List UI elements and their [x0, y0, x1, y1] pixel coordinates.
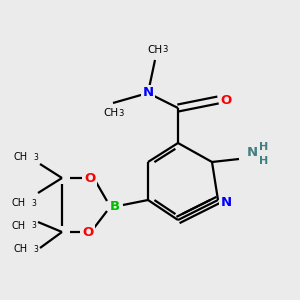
Text: N: N: [142, 86, 154, 100]
Text: CH: CH: [14, 244, 28, 254]
Text: H: H: [260, 142, 268, 152]
Text: O: O: [84, 172, 96, 184]
Text: CH: CH: [147, 45, 163, 55]
Text: CH: CH: [12, 198, 26, 208]
Text: 3: 3: [31, 199, 36, 208]
Text: 3: 3: [31, 221, 36, 230]
Text: CH: CH: [12, 221, 26, 231]
Text: H: H: [260, 156, 268, 166]
Text: O: O: [82, 226, 94, 238]
Text: 3: 3: [33, 244, 38, 253]
Text: 3: 3: [162, 46, 168, 55]
Text: CH: CH: [14, 152, 28, 162]
Text: O: O: [220, 94, 232, 106]
Text: 3: 3: [118, 109, 124, 118]
Text: N: N: [246, 146, 258, 160]
Text: B: B: [110, 200, 120, 214]
Text: CH: CH: [103, 108, 118, 118]
Text: N: N: [220, 196, 232, 208]
Text: 3: 3: [33, 152, 38, 161]
